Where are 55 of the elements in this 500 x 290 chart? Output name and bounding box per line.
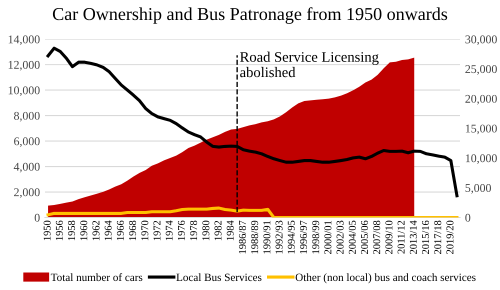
- x-tick-label: 1978: [190, 220, 198, 240]
- x-tick-label: 2000/01: [324, 220, 332, 254]
- x-tick-label: 1958: [68, 220, 76, 240]
- x-tick-label: 2004/05: [348, 220, 356, 254]
- x-tick-label: 1968: [129, 220, 136, 240]
- x-tick-label: 2005/06: [360, 220, 368, 254]
- x-tick-label: 1990/91: [263, 220, 270, 254]
- legend-label: Local Bus Services: [176, 273, 262, 282]
- x-tick-label: 2019/20: [446, 220, 454, 254]
- x-tick-label: 1980: [202, 220, 210, 240]
- x-tick-label: 1956: [56, 220, 63, 240]
- y-tick-label: 12,000: [8, 60, 40, 71]
- x-tick-label: 1998/99: [312, 220, 320, 254]
- x-tick-label: 2007/08: [373, 220, 380, 254]
- x-tick-label: 1964: [104, 220, 112, 240]
- x-tick-label: 2013/14: [410, 220, 417, 254]
- x-tick-label: 1982: [214, 220, 222, 240]
- x-tick-label: 1960: [80, 220, 88, 240]
- chart-title: Car Ownership and Bus Patronage from 1950 onwards: [52, 7, 448, 24]
- legend-label: Other (non local) bus and coach services: [296, 273, 476, 284]
- y-tick-label: 14,000: [8, 35, 40, 46]
- x-tick-label: 1988/89: [251, 220, 258, 254]
- x-tick-label: 1976: [178, 220, 185, 240]
- x-tick-label: 1970: [141, 220, 148, 240]
- x-tick-label: 2015/16: [422, 220, 430, 254]
- y-tick-label: 0: [34, 214, 40, 222]
- x-tick-label: 1966: [116, 220, 124, 240]
- y-tick-label: 4,000: [14, 162, 40, 172]
- x-tick-label: 1962: [92, 220, 100, 240]
- x-tick-label: 2017/18: [434, 220, 442, 254]
- x-tick-label: 1974: [166, 220, 173, 240]
- annotation: Road Service Licensing abolished: [240, 52, 379, 78]
- y-tick-label: 8,000: [14, 112, 40, 122]
- x-tick-label: 2002/03: [336, 220, 344, 254]
- x-tick-label: 1984: [226, 220, 234, 240]
- x-tick-label: 1996/97: [300, 220, 307, 254]
- y2-tick-label: 30,000: [465, 35, 497, 46]
- x-tick-label: 2009/10: [385, 220, 392, 254]
- y2-tick-label: 20,000: [465, 94, 497, 105]
- x-tick-label: 1994/95: [288, 220, 295, 254]
- y-tick-label: 6,000: [14, 137, 40, 147]
- line-series: [46, 206, 458, 218]
- x-tick-label: 1972: [154, 220, 161, 240]
- y-tick-label: 2,000: [14, 188, 40, 198]
- legend-label: Total number of cars: [50, 273, 142, 282]
- y2-tick-label: 5,000: [466, 184, 491, 194]
- y2-tick-label: 15,000: [466, 124, 497, 134]
- y2-tick-label: 0: [465, 214, 470, 222]
- y2-tick-label: 25,000: [465, 65, 497, 75]
- y-tick-label: 10,000: [8, 86, 40, 96]
- x-tick-label: 1992/93: [276, 220, 283, 254]
- x-tick-label: 1950: [44, 220, 51, 240]
- x-tick-label: 2011/12: [398, 220, 405, 254]
- x-tick-label: 1986/87: [238, 220, 246, 254]
- y2-tick-label: 10,000: [466, 154, 497, 164]
